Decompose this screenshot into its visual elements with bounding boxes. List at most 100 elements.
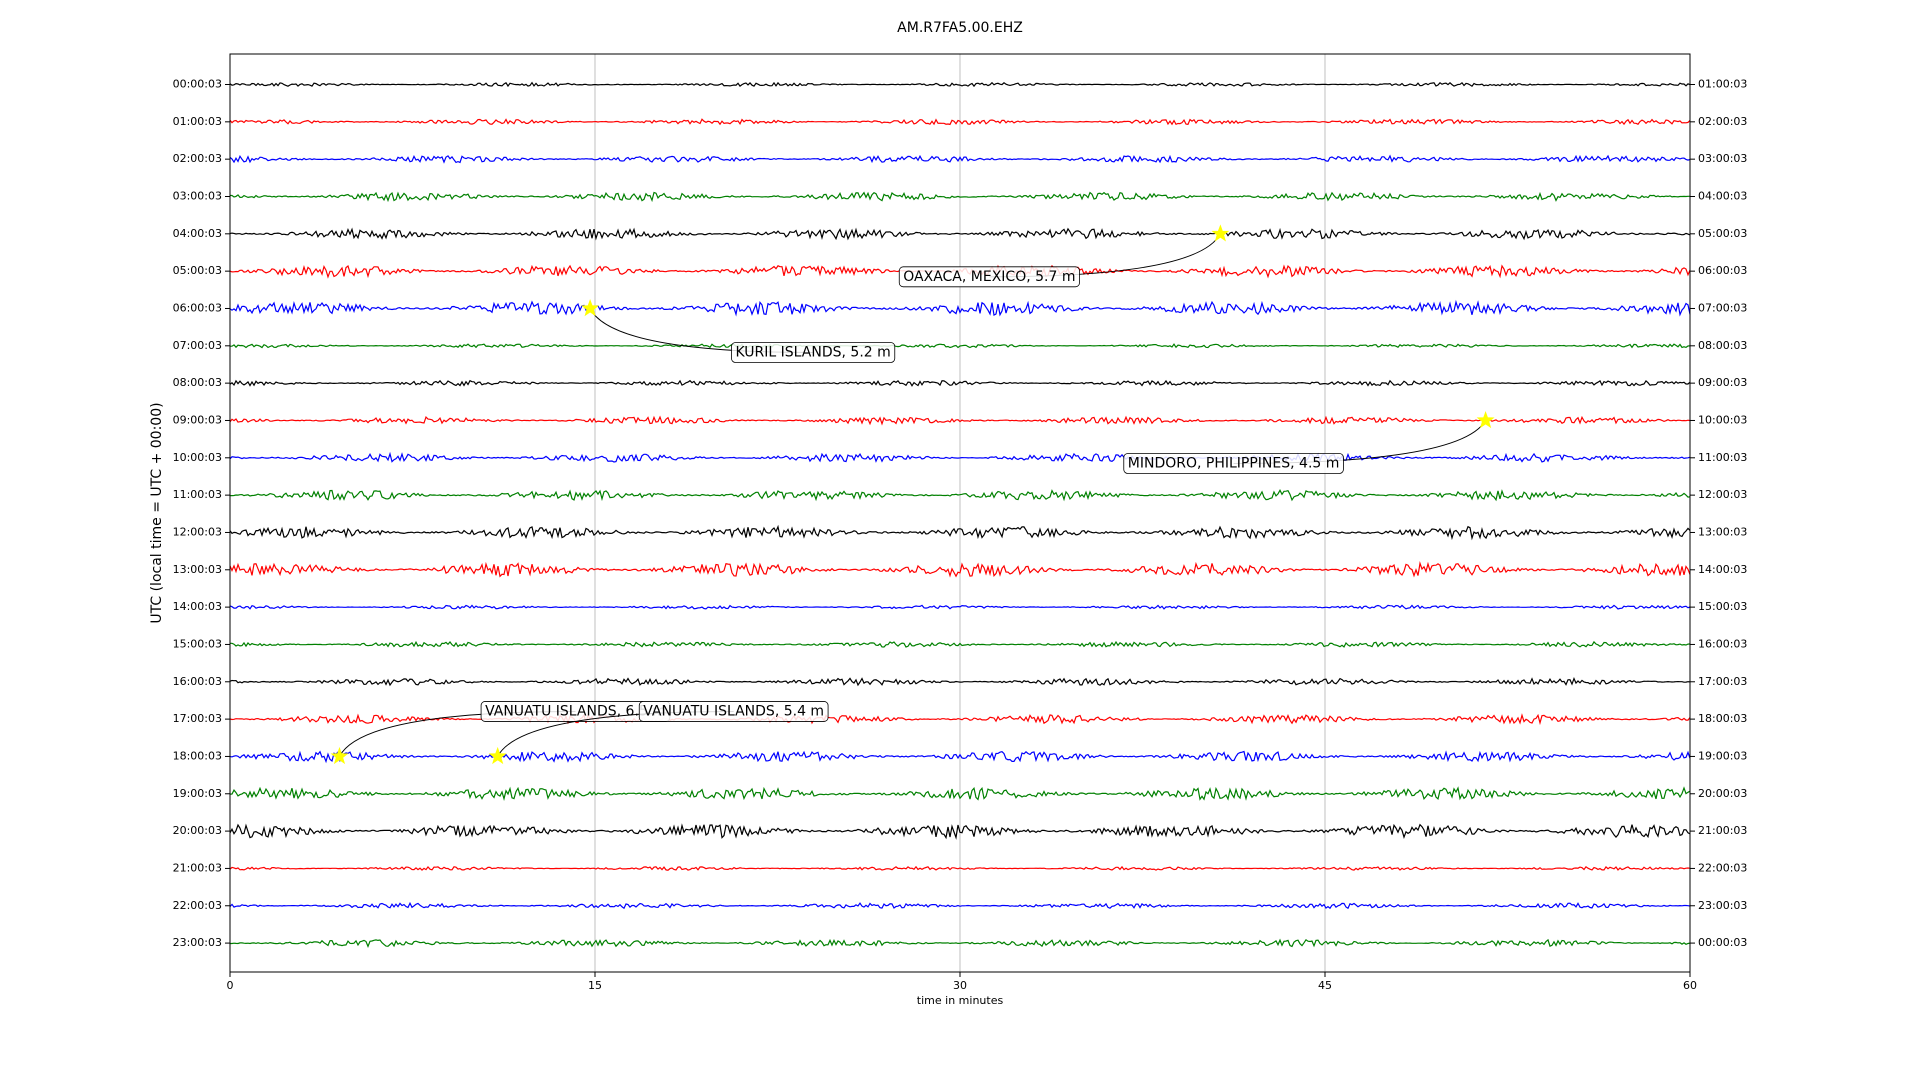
annotation-label: MINDORO, PHILIPPINES, 4.5 m <box>1128 455 1340 471</box>
y-tick-label: 04:00:03 <box>173 227 222 240</box>
y2-tick-label: 18:00:03 <box>1698 712 1747 725</box>
y2-tick-label: 02:00:03 <box>1698 115 1747 128</box>
y-tick-label: 22:00:03 <box>173 899 222 912</box>
trace <box>229 227 1691 241</box>
y-tick-label: 02:00:03 <box>173 152 222 165</box>
trace <box>229 604 1691 610</box>
y-tick-label: 11:00:03 <box>173 488 222 501</box>
event-star <box>488 746 507 765</box>
x-tick-label: 0 <box>227 979 234 992</box>
trace <box>230 489 1691 502</box>
annotation-box <box>898 266 1080 288</box>
y-tick-label: 14:00:03 <box>173 600 222 613</box>
y2-tick-label: 01:00:03 <box>1698 78 1747 91</box>
y2-tick-label: 17:00:03 <box>1698 675 1747 688</box>
y2-tick-label: 03:00:03 <box>1698 152 1747 165</box>
chart-title: AM.R7FA5.00.EHZ <box>897 20 1023 36</box>
y2-tick-label: 11:00:03 <box>1698 451 1747 464</box>
y2-tick-label: 07:00:03 <box>1698 301 1747 314</box>
y-tick-label: 17:00:03 <box>173 712 222 725</box>
y2-tick-label: 23:00:03 <box>1698 899 1747 912</box>
x-tick-label: 30 <box>953 979 967 992</box>
trace <box>230 938 1691 949</box>
y2-tick-label: 21:00:03 <box>1698 824 1747 837</box>
y-tick-label: 08:00:03 <box>173 376 222 389</box>
trace <box>229 118 1691 126</box>
trace <box>229 299 1691 317</box>
y-tick-label: 16:00:03 <box>173 675 222 688</box>
event-star <box>1211 224 1230 242</box>
trace <box>229 823 1691 840</box>
trace <box>229 901 1691 910</box>
annotation-label: KURIL ISLANDS, 5.2 m <box>736 344 891 360</box>
y2-tick-label: 05:00:03 <box>1698 227 1747 240</box>
y-tick-label: 20:00:03 <box>173 824 222 837</box>
annotation-box <box>731 342 896 363</box>
trace <box>229 451 1691 463</box>
x-axis-label: time in minutes <box>917 994 1004 1007</box>
y-tick-label: 09:00:03 <box>173 413 222 426</box>
y2-tick-label: 19:00:03 <box>1698 749 1747 762</box>
event-star <box>330 746 349 765</box>
y2-tick-label: 08:00:03 <box>1698 339 1747 352</box>
y-tick-label: 03:00:03 <box>173 189 222 202</box>
y-tick-label: 21:00:03 <box>173 861 222 874</box>
trace <box>229 154 1691 164</box>
annotation-box <box>638 701 829 722</box>
trace <box>229 713 1691 726</box>
y2-tick-label: 06:00:03 <box>1698 264 1747 277</box>
x-tick-label: 45 <box>1318 979 1332 992</box>
y-tick-label: 13:00:03 <box>173 563 222 576</box>
y2-tick-label: 14:00:03 <box>1698 563 1747 576</box>
annotation: VANUATU ISLANDS, 5.4 m <box>638 701 829 722</box>
event-star <box>1476 411 1495 429</box>
trace <box>230 640 1691 648</box>
trace <box>229 676 1691 687</box>
y2-tick-label: 04:00:03 <box>1698 189 1747 202</box>
annotation: MINDORO, PHILIPPINES, 4.5 m <box>1123 453 1344 474</box>
x-tick-label: 60 <box>1683 979 1697 992</box>
annotation: OAXACA, MEXICO, 5.7 m <box>898 266 1080 288</box>
trace <box>229 750 1691 764</box>
y2-tick-label: 15:00:03 <box>1698 600 1747 613</box>
y2-tick-label: 22:00:03 <box>1698 861 1747 874</box>
trace <box>229 865 1691 871</box>
y2-tick-label: 20:00:03 <box>1698 787 1747 800</box>
y-axis-label: UTC (local time = UTC + 00:00) <box>149 402 165 623</box>
y-tick-label: 19:00:03 <box>173 787 222 800</box>
y-tick-label: 06:00:03 <box>173 301 222 314</box>
y2-tick-label: 12:00:03 <box>1698 488 1747 501</box>
y-tick-label: 15:00:03 <box>173 637 222 650</box>
trace <box>229 379 1691 387</box>
y-tick-label: 07:00:03 <box>173 339 222 352</box>
y2-tick-label: 10:00:03 <box>1698 413 1747 426</box>
trace <box>229 81 1691 88</box>
annotation-label: VANUATU ISLANDS, 5.4 m <box>643 703 824 719</box>
x-tick-label: 15 <box>588 979 602 992</box>
y-tick-label: 12:00:03 <box>173 525 222 538</box>
annotation: VANUATU ISLANDS, 6.5 m <box>480 701 671 722</box>
annotation-label: VANUATU ISLANDS, 6.5 m <box>485 703 666 719</box>
trace <box>229 561 1691 578</box>
trace <box>229 786 1691 801</box>
y2-tick-label: 00:00:03 <box>1698 936 1747 949</box>
annotation-box <box>1123 453 1344 474</box>
y2-tick-label: 16:00:03 <box>1698 637 1747 650</box>
y-tick-label: 05:00:03 <box>173 264 222 277</box>
y-tick-label: 00:00:03 <box>173 78 222 91</box>
trace <box>230 343 1691 349</box>
y2-tick-label: 09:00:03 <box>1698 376 1747 389</box>
y2-tick-label: 13:00:03 <box>1698 525 1747 538</box>
plot-frame <box>229 53 1691 973</box>
annotation-label: OAXACA, MEXICO, 5.7 m <box>903 269 1075 285</box>
trace <box>230 191 1690 203</box>
annotation: KURIL ISLANDS, 5.2 m <box>731 342 896 363</box>
trace <box>229 415 1691 426</box>
trace <box>229 524 1691 541</box>
y-tick-label: 18:00:03 <box>173 749 222 762</box>
y-tick-label: 23:00:03 <box>173 936 222 949</box>
event-star <box>581 299 600 317</box>
y-tick-label: 10:00:03 <box>173 451 222 464</box>
y-tick-label: 01:00:03 <box>173 115 222 128</box>
